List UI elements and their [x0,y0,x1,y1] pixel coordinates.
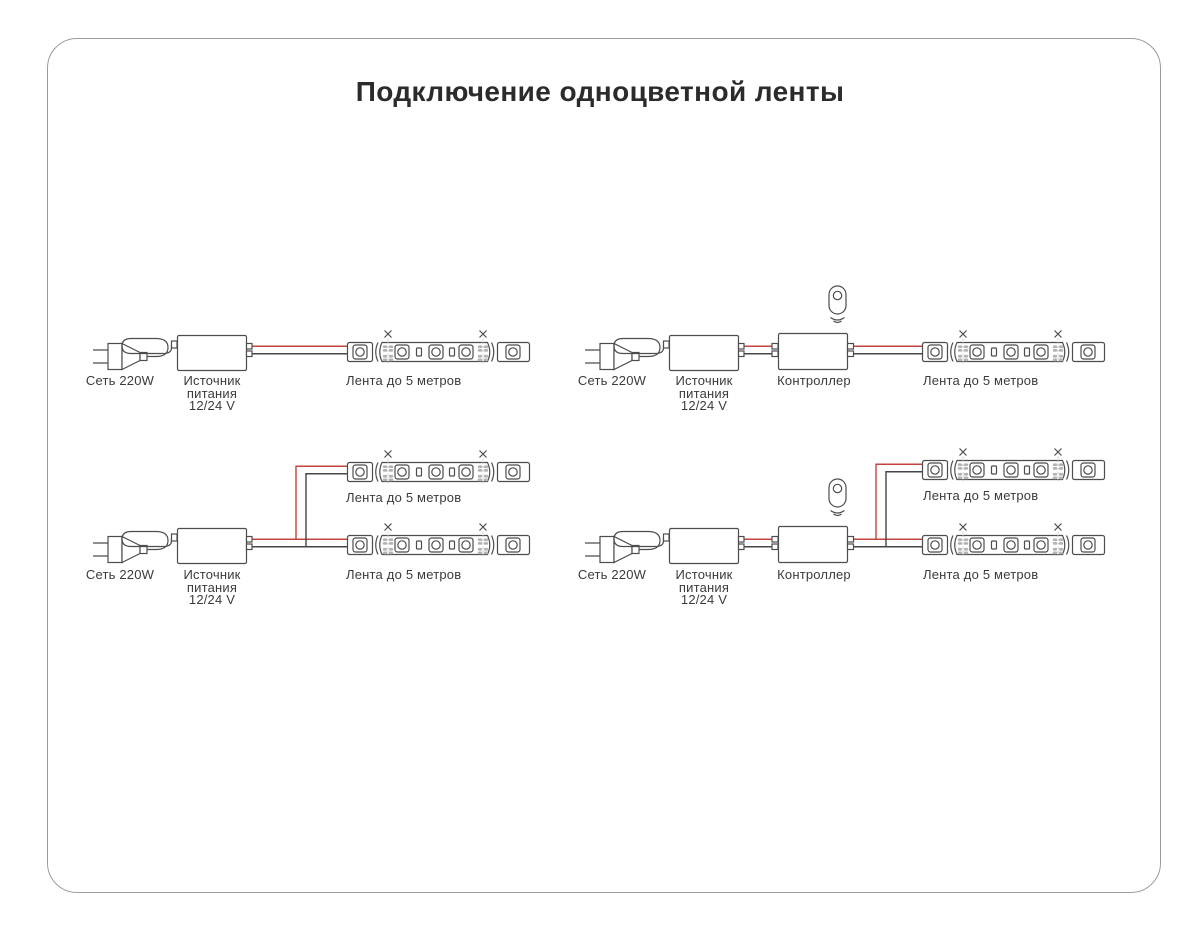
label-strip: Лента до 5 метров [346,567,462,582]
label-mains: Сеть 220W [85,567,155,582]
label-mains: Сеть 220W [577,567,647,582]
controller-box [771,525,855,564]
diagram-psu-controller-one-strip [584,285,1105,372]
label-power-supply: Источник питания [675,373,733,401]
plug-and-power-supply [92,527,253,565]
label-strip: Лента до 5 метров [346,373,462,388]
label-mains: Сеть 220W [577,373,647,388]
label-mains: Сеть 220W [85,373,155,388]
led-strip [348,524,530,559]
label-power-supply: Источник питания [183,567,241,595]
led-strip [923,449,1105,484]
label-voltage: 12/24 V [680,592,728,607]
label-controller: Контроллер [777,567,851,582]
page-border [47,38,1161,893]
label-strip: Лента до 5 метров [923,373,1039,388]
led-strip [348,451,530,486]
diagram-psu-controller-two-strips [584,449,1105,565]
label-power-supply: Источник питания [675,567,733,595]
remote-control-icon [828,478,847,517]
led-strip [923,524,1105,559]
label-voltage: 12/24 V [188,398,236,413]
plug-and-power-supply [584,334,745,372]
label-power-supply: Источник питания [183,373,241,401]
diagram-psu-one-strip [92,331,530,372]
label-controller: Контроллер [777,373,851,388]
plug-and-power-supply [92,334,253,372]
diagram-psu-two-strips [92,451,530,565]
led-strip [923,331,1105,366]
label-strip: Лента до 5 метров [346,490,462,505]
label-strip: Лента до 5 метров [923,567,1039,582]
label-strip: Лента до 5 метров [923,488,1039,503]
wire-black [252,473,349,548]
label-voltage: 12/24 V [680,398,728,413]
led-strip [348,331,530,366]
plug-and-power-supply [584,527,745,565]
page-title: Подключение одноцветной ленты [355,76,845,107]
wire-red [252,465,349,540]
label-voltage: 12/24 V [188,592,236,607]
remote-control-icon [828,285,847,324]
controller-box [771,332,855,371]
wire-black [744,471,924,548]
wire-red [744,463,924,540]
